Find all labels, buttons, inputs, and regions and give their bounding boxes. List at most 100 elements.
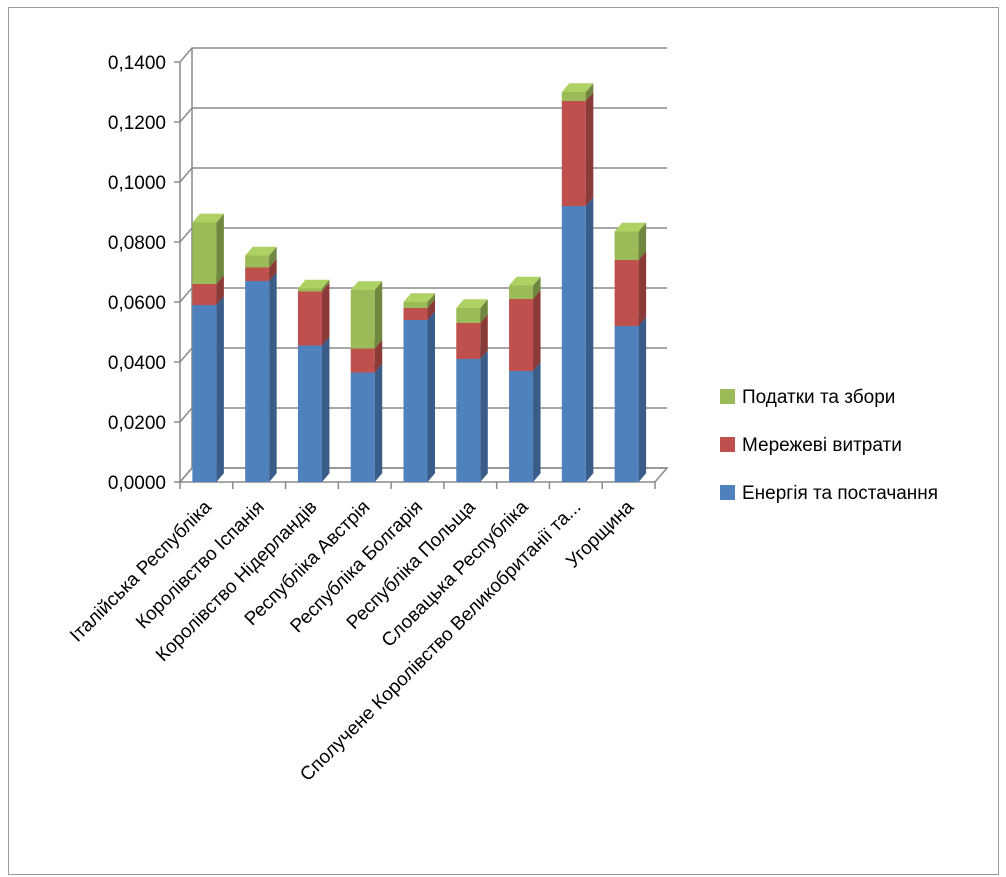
bar-side xyxy=(269,272,277,482)
y-tick-labels: 0,0000 0,0200 0,0400 0,0600 0,0800 0,1000 0,12… xyxy=(108,53,166,494)
bar-segment xyxy=(350,363,383,482)
legend-swatch xyxy=(720,485,735,500)
bar-segment xyxy=(350,281,383,349)
bar-side xyxy=(533,276,541,299)
bar-top xyxy=(403,293,435,302)
bar-side xyxy=(216,275,224,305)
bar-front xyxy=(350,290,375,349)
bar-segment xyxy=(614,317,647,482)
y-tick-label: 0,0200 xyxy=(108,413,166,434)
bar-side xyxy=(585,92,594,206)
bar-side xyxy=(480,350,488,482)
bar-front xyxy=(509,285,534,299)
y-tick-label: 0,0400 xyxy=(108,353,166,374)
bar-front xyxy=(350,348,375,373)
bars xyxy=(192,83,647,482)
bar-front xyxy=(509,371,534,482)
bar-side xyxy=(638,251,647,326)
legend-swatch xyxy=(720,437,735,452)
bar-front xyxy=(456,308,481,323)
bar-side xyxy=(374,363,383,482)
gridline xyxy=(179,407,667,423)
legend: Податки та збори Мережеві витрати Енергія … xyxy=(720,387,938,504)
bar-segment xyxy=(403,293,435,308)
bar-segment xyxy=(561,83,594,101)
chart-frame xyxy=(8,7,999,875)
bar-front xyxy=(192,305,217,482)
bar-side xyxy=(374,339,383,373)
bar-front xyxy=(297,345,322,482)
bar-segment xyxy=(509,276,541,299)
bar-segment xyxy=(297,279,330,292)
bar-side xyxy=(216,213,224,284)
bar-side xyxy=(374,281,383,349)
bar-front xyxy=(403,302,428,308)
bar-segment xyxy=(561,197,594,482)
bar-side xyxy=(269,246,277,268)
gridline xyxy=(179,167,667,183)
bar-segment xyxy=(456,350,488,482)
bar-segment xyxy=(509,290,541,371)
bar-side xyxy=(216,296,224,482)
gridline xyxy=(179,347,667,363)
bar-segment xyxy=(297,282,330,346)
bar-front xyxy=(614,231,639,260)
bar-side xyxy=(427,299,435,320)
bar-side xyxy=(321,279,330,292)
bar-segment xyxy=(245,246,277,268)
bar-front xyxy=(192,222,217,284)
bar-top xyxy=(297,279,330,289)
bar-front xyxy=(456,323,481,359)
bar-side xyxy=(427,293,435,308)
bar-side xyxy=(321,336,330,482)
y-tick-label: 0,0800 xyxy=(108,233,166,254)
gridline xyxy=(179,107,667,123)
bar-side xyxy=(321,282,330,346)
bar-top xyxy=(350,281,383,290)
legend-swatch xyxy=(720,389,735,404)
bar-side xyxy=(269,258,277,281)
bar-top xyxy=(245,246,277,256)
bar-side xyxy=(480,299,488,323)
bar-side xyxy=(585,83,594,101)
bar-side xyxy=(638,222,647,260)
bar-front xyxy=(561,206,586,482)
bar-segment xyxy=(192,213,224,284)
bar-front xyxy=(456,359,481,482)
bar-front xyxy=(403,308,428,320)
bar-top xyxy=(192,213,224,223)
bar-top xyxy=(561,83,594,92)
bar-front xyxy=(509,299,534,371)
bar-front xyxy=(297,288,322,292)
y-tick-label: 0,1200 xyxy=(108,113,166,134)
y-tick-label: 0,0000 xyxy=(108,473,166,494)
gridline xyxy=(179,227,667,243)
y-tick-label: 0,1400 xyxy=(108,53,166,74)
bar-segment xyxy=(245,272,277,482)
bar-segment xyxy=(297,336,330,482)
bar-side xyxy=(585,197,594,482)
gridline xyxy=(179,47,667,63)
y-tick-label: 0,0600 xyxy=(108,293,166,314)
bar-side xyxy=(533,362,541,482)
bar-top xyxy=(509,276,541,286)
bar-front xyxy=(561,92,586,101)
axes xyxy=(174,61,669,489)
bar-top xyxy=(456,299,488,308)
bar-front xyxy=(297,291,322,346)
bar-segment xyxy=(192,296,224,482)
legend-label: Мережеві витрати xyxy=(742,435,902,456)
bar-front xyxy=(614,326,639,482)
bar-front xyxy=(561,101,586,206)
bar-top xyxy=(614,222,647,232)
bar-front xyxy=(350,372,375,482)
bar-segment xyxy=(456,299,488,323)
bar-segment xyxy=(561,92,594,206)
legend-label: Податки та збори xyxy=(742,387,895,408)
bar-side xyxy=(427,311,435,482)
bar-segment xyxy=(614,222,647,260)
bar-segment xyxy=(614,251,647,326)
bar-front xyxy=(403,320,428,482)
